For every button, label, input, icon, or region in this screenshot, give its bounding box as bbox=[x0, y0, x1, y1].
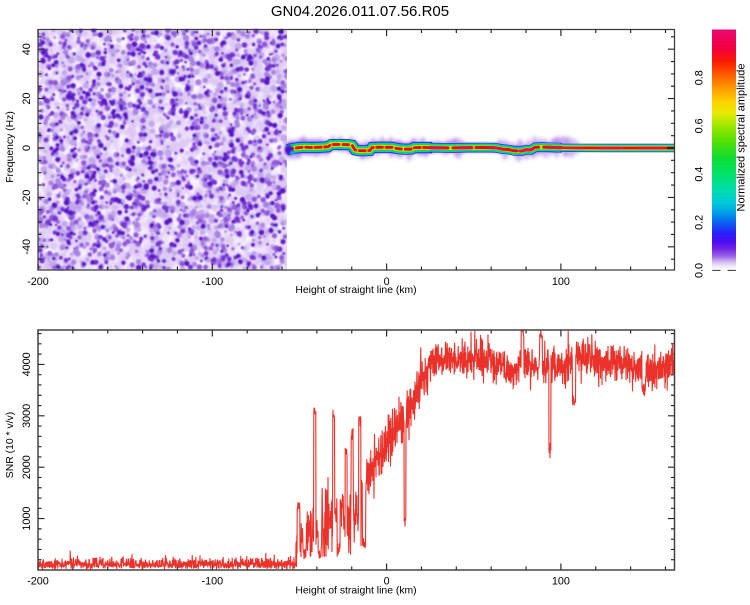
svg-text:0.6: 0.6 bbox=[693, 118, 705, 133]
svg-text:-200: -200 bbox=[27, 276, 49, 288]
svg-text:SNR (10 * v/v): SNR (10 * v/v) bbox=[5, 412, 16, 478]
svg-text:Height of straight line (km): Height of straight line (km) bbox=[295, 586, 416, 597]
svg-text:-20: -20 bbox=[21, 190, 33, 206]
svg-text:Height of straight line (km): Height of straight line (km) bbox=[295, 285, 416, 296]
svg-text:0: 0 bbox=[384, 576, 390, 588]
svg-text:-100: -100 bbox=[201, 276, 223, 288]
svg-text:-100: -100 bbox=[201, 576, 223, 588]
svg-text:100: 100 bbox=[552, 276, 570, 288]
svg-text:0: 0 bbox=[384, 276, 390, 288]
svg-text:40: 40 bbox=[21, 43, 33, 55]
svg-text:-200: -200 bbox=[27, 576, 49, 588]
svg-text:0.0: 0.0 bbox=[693, 263, 705, 278]
svg-text:20: 20 bbox=[21, 93, 33, 105]
svg-text:0: 0 bbox=[21, 145, 33, 151]
svg-text:-40: -40 bbox=[21, 239, 33, 255]
svg-text:4000: 4000 bbox=[21, 352, 33, 376]
svg-text:0.4: 0.4 bbox=[693, 167, 705, 182]
svg-text:1000: 1000 bbox=[21, 507, 33, 531]
svg-text:Frequency (Hz): Frequency (Hz) bbox=[5, 111, 16, 183]
svg-text:GN04.2026.011.07.56.R05: GN04.2026.011.07.56.R05 bbox=[271, 3, 449, 20]
svg-text:100: 100 bbox=[552, 576, 570, 588]
svg-text:0.2: 0.2 bbox=[693, 215, 705, 230]
svg-text:2000: 2000 bbox=[21, 455, 33, 479]
svg-text:0.8: 0.8 bbox=[693, 70, 705, 85]
svg-text:3000: 3000 bbox=[21, 404, 33, 428]
svg-text:Normalized spectral amplitude: Normalized spectral amplitude bbox=[736, 64, 748, 212]
